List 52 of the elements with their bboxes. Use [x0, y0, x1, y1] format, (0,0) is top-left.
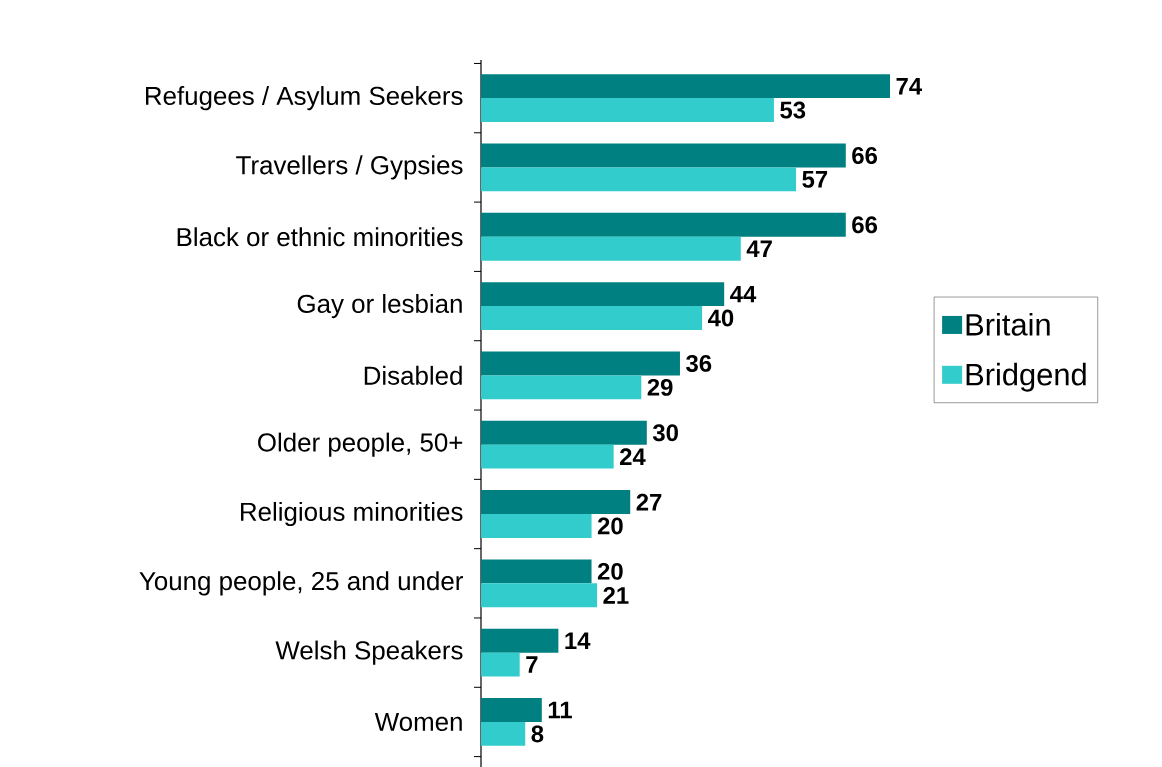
bar — [481, 98, 774, 123]
data-label: 74 — [896, 77, 922, 95]
bar — [481, 628, 559, 653]
bar — [481, 444, 614, 469]
y-tick-label: Refugees / Asylum Seekers — [145, 86, 463, 111]
data-label: 20 — [597, 562, 623, 580]
bar — [481, 351, 680, 376]
data-label: 21 — [603, 586, 629, 604]
legend-label: Britain — [966, 313, 1050, 336]
bar — [481, 514, 592, 538]
data-label: 7 — [526, 656, 538, 673]
bar — [481, 559, 592, 584]
bar — [481, 167, 797, 192]
bar — [481, 583, 598, 608]
bar — [481, 420, 647, 445]
y-tick-label: Travellers / Gypsies — [236, 155, 463, 180]
data-label: 24 — [620, 448, 646, 465]
y-tick-label: Young people, 25 and under — [139, 571, 463, 596]
bar — [481, 490, 631, 515]
bar — [481, 282, 725, 307]
y-tick-label: Black or ethnic minorities — [177, 227, 463, 247]
y-tick-label: Gay or lesbian — [297, 294, 462, 319]
data-label: 40 — [707, 309, 734, 327]
data-label: 8 — [531, 725, 544, 743]
bar — [481, 721, 526, 746]
y-tick-label: Women — [374, 712, 462, 731]
data-label: 30 — [652, 424, 678, 442]
data-label: 66 — [852, 147, 878, 164]
y-tick-label: Religious minorities — [241, 501, 463, 527]
y-tick-label: Disabled — [364, 365, 462, 385]
bar — [481, 236, 741, 261]
data-label: 27 — [636, 493, 662, 511]
bar — [481, 212, 846, 237]
y-tick-label: Welsh Speakers — [275, 640, 463, 665]
bar — [481, 652, 520, 677]
bar — [481, 698, 542, 722]
data-label: 44 — [730, 285, 757, 303]
data-label: 57 — [802, 171, 828, 188]
data-label: 11 — [548, 701, 572, 719]
bar — [481, 306, 703, 330]
bar — [481, 74, 890, 99]
data-label: 20 — [597, 517, 623, 535]
legend-label: Bridgend — [966, 362, 1086, 392]
y-tick-label: Older people, 50+ — [258, 432, 463, 457]
data-label: 14 — [565, 632, 591, 649]
bar — [481, 143, 846, 168]
bar — [481, 375, 642, 400]
data-label: 53 — [780, 101, 806, 119]
data-label: 66 — [852, 216, 878, 234]
data-label: 47 — [746, 240, 772, 257]
data-label: 36 — [686, 354, 712, 372]
data-label: 29 — [647, 378, 673, 396]
